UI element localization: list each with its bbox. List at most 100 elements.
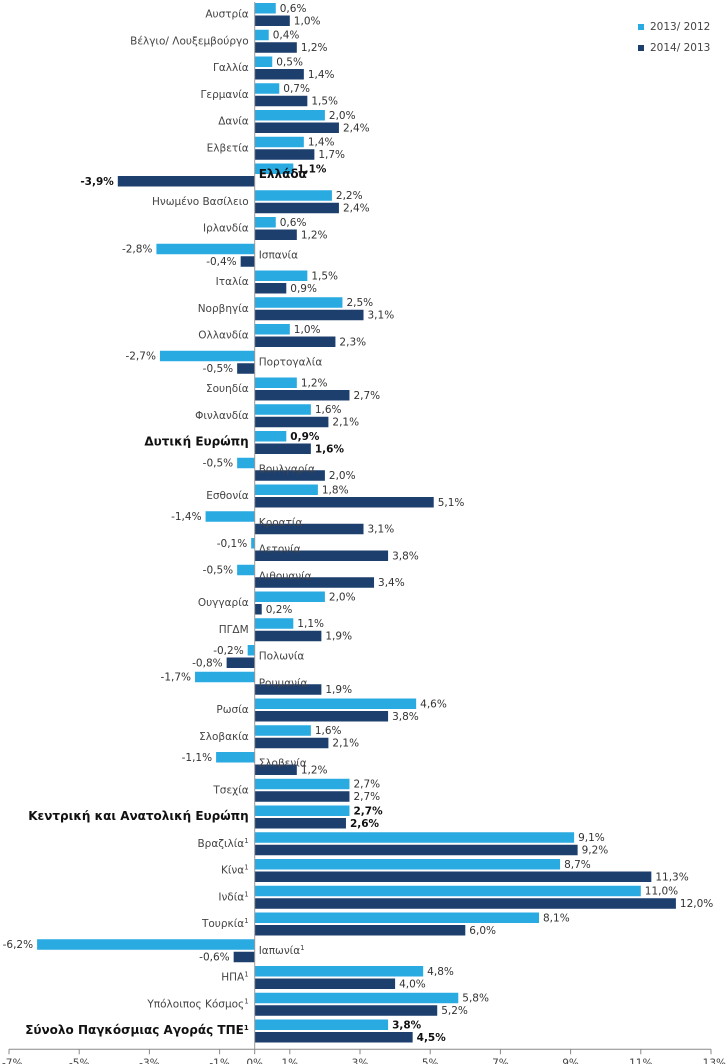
bar-s1-14 [254, 377, 297, 388]
bar-s2-34 [254, 925, 466, 936]
data-label-s2-21: 3,4% [378, 577, 405, 589]
category-label-32: Κίνα1 [221, 864, 249, 877]
bar-s1-37 [254, 992, 459, 1004]
category-label-23: ΠΓΔΜ [219, 624, 249, 636]
data-label-s2-9: -0,4% [206, 256, 236, 268]
bar-s2-6 [117, 176, 255, 187]
bar-s2-10 [254, 283, 287, 294]
data-label-s2-10: 0,9% [290, 283, 317, 295]
bar-s2-23 [254, 630, 322, 642]
x-tick-label-8: 7% [492, 1057, 509, 1064]
bar-s2-0 [254, 15, 290, 26]
bar-s2-29 [254, 791, 350, 802]
x-tick-label-9: 9% [562, 1057, 579, 1064]
bar-s2-16 [254, 443, 311, 454]
data-label-s2-18: 5,1% [438, 497, 465, 509]
x-tick-label-10: 11% [629, 1057, 652, 1064]
data-label-s1-14: 1,2% [301, 377, 328, 389]
bar-s1-8 [254, 217, 276, 228]
data-label-s1-16: 0,9% [290, 431, 320, 443]
data-label-s2-24: -0,8% [192, 657, 222, 669]
data-label-s2-32: 11,3% [655, 871, 688, 883]
data-label-s2-22: 0,2% [266, 604, 293, 616]
bar-s2-18 [254, 497, 434, 508]
bar-s2-13 [237, 363, 255, 374]
category-label-25: Ρουμανία [259, 677, 308, 689]
x-tick-label-7: 5% [422, 1057, 439, 1064]
category-label-14: Σουηδία [206, 383, 249, 395]
data-label-s1-2: 0,5% [276, 56, 303, 68]
bar-s1-11 [254, 297, 343, 308]
data-label-s1-3: 0,7% [283, 83, 310, 95]
data-label-s2-16: 1,6% [315, 443, 345, 455]
data-label-s2-31: 9,2% [582, 845, 609, 857]
data-label-s1-8: 0,6% [280, 217, 307, 229]
data-label-s2-2: 1,4% [308, 69, 335, 81]
bar-s1-7 [254, 190, 332, 201]
data-label-s2-15: 2,1% [332, 417, 359, 429]
x-tick-label-5: 1% [281, 1057, 298, 1064]
bar-s1-10 [254, 270, 308, 281]
bar-s2-14 [254, 390, 350, 401]
data-label-s1-18: 1,8% [322, 484, 349, 496]
category-label-9: Ισπανία [259, 249, 298, 261]
category-label-19: Κροατία [259, 517, 303, 529]
category-label-8: Ιρλανδία [203, 223, 249, 235]
bar-s1-30 [254, 805, 350, 816]
bar-s2-8 [254, 229, 297, 240]
data-label-s1-25: -1,7% [161, 672, 191, 684]
bar-s1-17 [237, 457, 255, 469]
bar-s1-16 [254, 431, 287, 442]
category-label-20: Λετονία [259, 544, 301, 556]
data-label-s1-22: 2,0% [329, 591, 356, 603]
category-label-12: Ολλανδία [198, 330, 248, 342]
data-label-s2-33: 12,0% [680, 898, 713, 910]
bar-s2-24 [226, 657, 255, 668]
category-label-22: Ουγγαρία [198, 597, 249, 609]
bar-s1-26 [254, 698, 417, 709]
data-label-s1-30: 2,7% [353, 805, 383, 817]
category-label-13: Πορτογαλία [259, 356, 323, 368]
bar-s1-9 [156, 243, 255, 255]
category-label-26: Ρωσία [216, 704, 248, 716]
data-label-s1-6: 1,1% [297, 163, 327, 175]
bar-s1-38 [254, 1019, 389, 1030]
data-label-s2-37: 5,2% [441, 1005, 468, 1017]
bar-s2-28 [254, 764, 297, 775]
bar-s1-6 [254, 163, 294, 174]
data-label-s1-10: 1,5% [311, 270, 338, 282]
legend-swatch-2013-2012 [638, 24, 644, 30]
bar-s2-12 [254, 336, 336, 347]
category-label-2: Γαλλία [213, 62, 249, 74]
bar-s1-0 [254, 3, 276, 14]
bar-s1-3 [254, 83, 280, 94]
data-label-s2-8: 1,2% [301, 229, 328, 241]
category-label-34: Τουρκία1 [201, 917, 249, 930]
bar-s1-21 [237, 564, 255, 576]
data-label-s2-12: 2,3% [339, 336, 366, 348]
bar-s2-20 [254, 550, 389, 561]
data-label-s1-28: -1,1% [182, 752, 212, 764]
category-label-5: Ελβετία [207, 142, 249, 154]
data-label-s2-1: 1,2% [301, 42, 328, 54]
bar-s2-4 [254, 122, 339, 133]
bar-s2-1 [254, 42, 297, 53]
bar-s1-31 [254, 832, 575, 843]
bar-s2-11 [254, 309, 364, 321]
data-label-s2-0: 1,0% [294, 15, 321, 27]
bar-s2-27 [254, 737, 329, 749]
category-label-21: Λιθουανία [259, 570, 312, 582]
category-label-7: Ηνωμένο Βασίλειο [152, 196, 249, 208]
bar-s2-17 [254, 470, 325, 481]
data-label-s2-19: 3,1% [368, 524, 395, 536]
data-label-s2-5: 1,7% [318, 149, 345, 161]
category-label-10: Ιταλία [216, 276, 249, 288]
data-label-s1-7: 2,2% [336, 190, 363, 202]
bar-s2-5 [254, 149, 315, 160]
legend: 2013/ 2012 2014/ 2013 [638, 21, 710, 54]
bar-s1-34 [254, 912, 540, 923]
data-label-s2-13: -0,5% [203, 363, 233, 375]
data-label-s2-11: 3,1% [368, 310, 395, 322]
category-label-31: Βραζιλία1 [197, 837, 248, 850]
bar-s1-25 [195, 671, 255, 683]
